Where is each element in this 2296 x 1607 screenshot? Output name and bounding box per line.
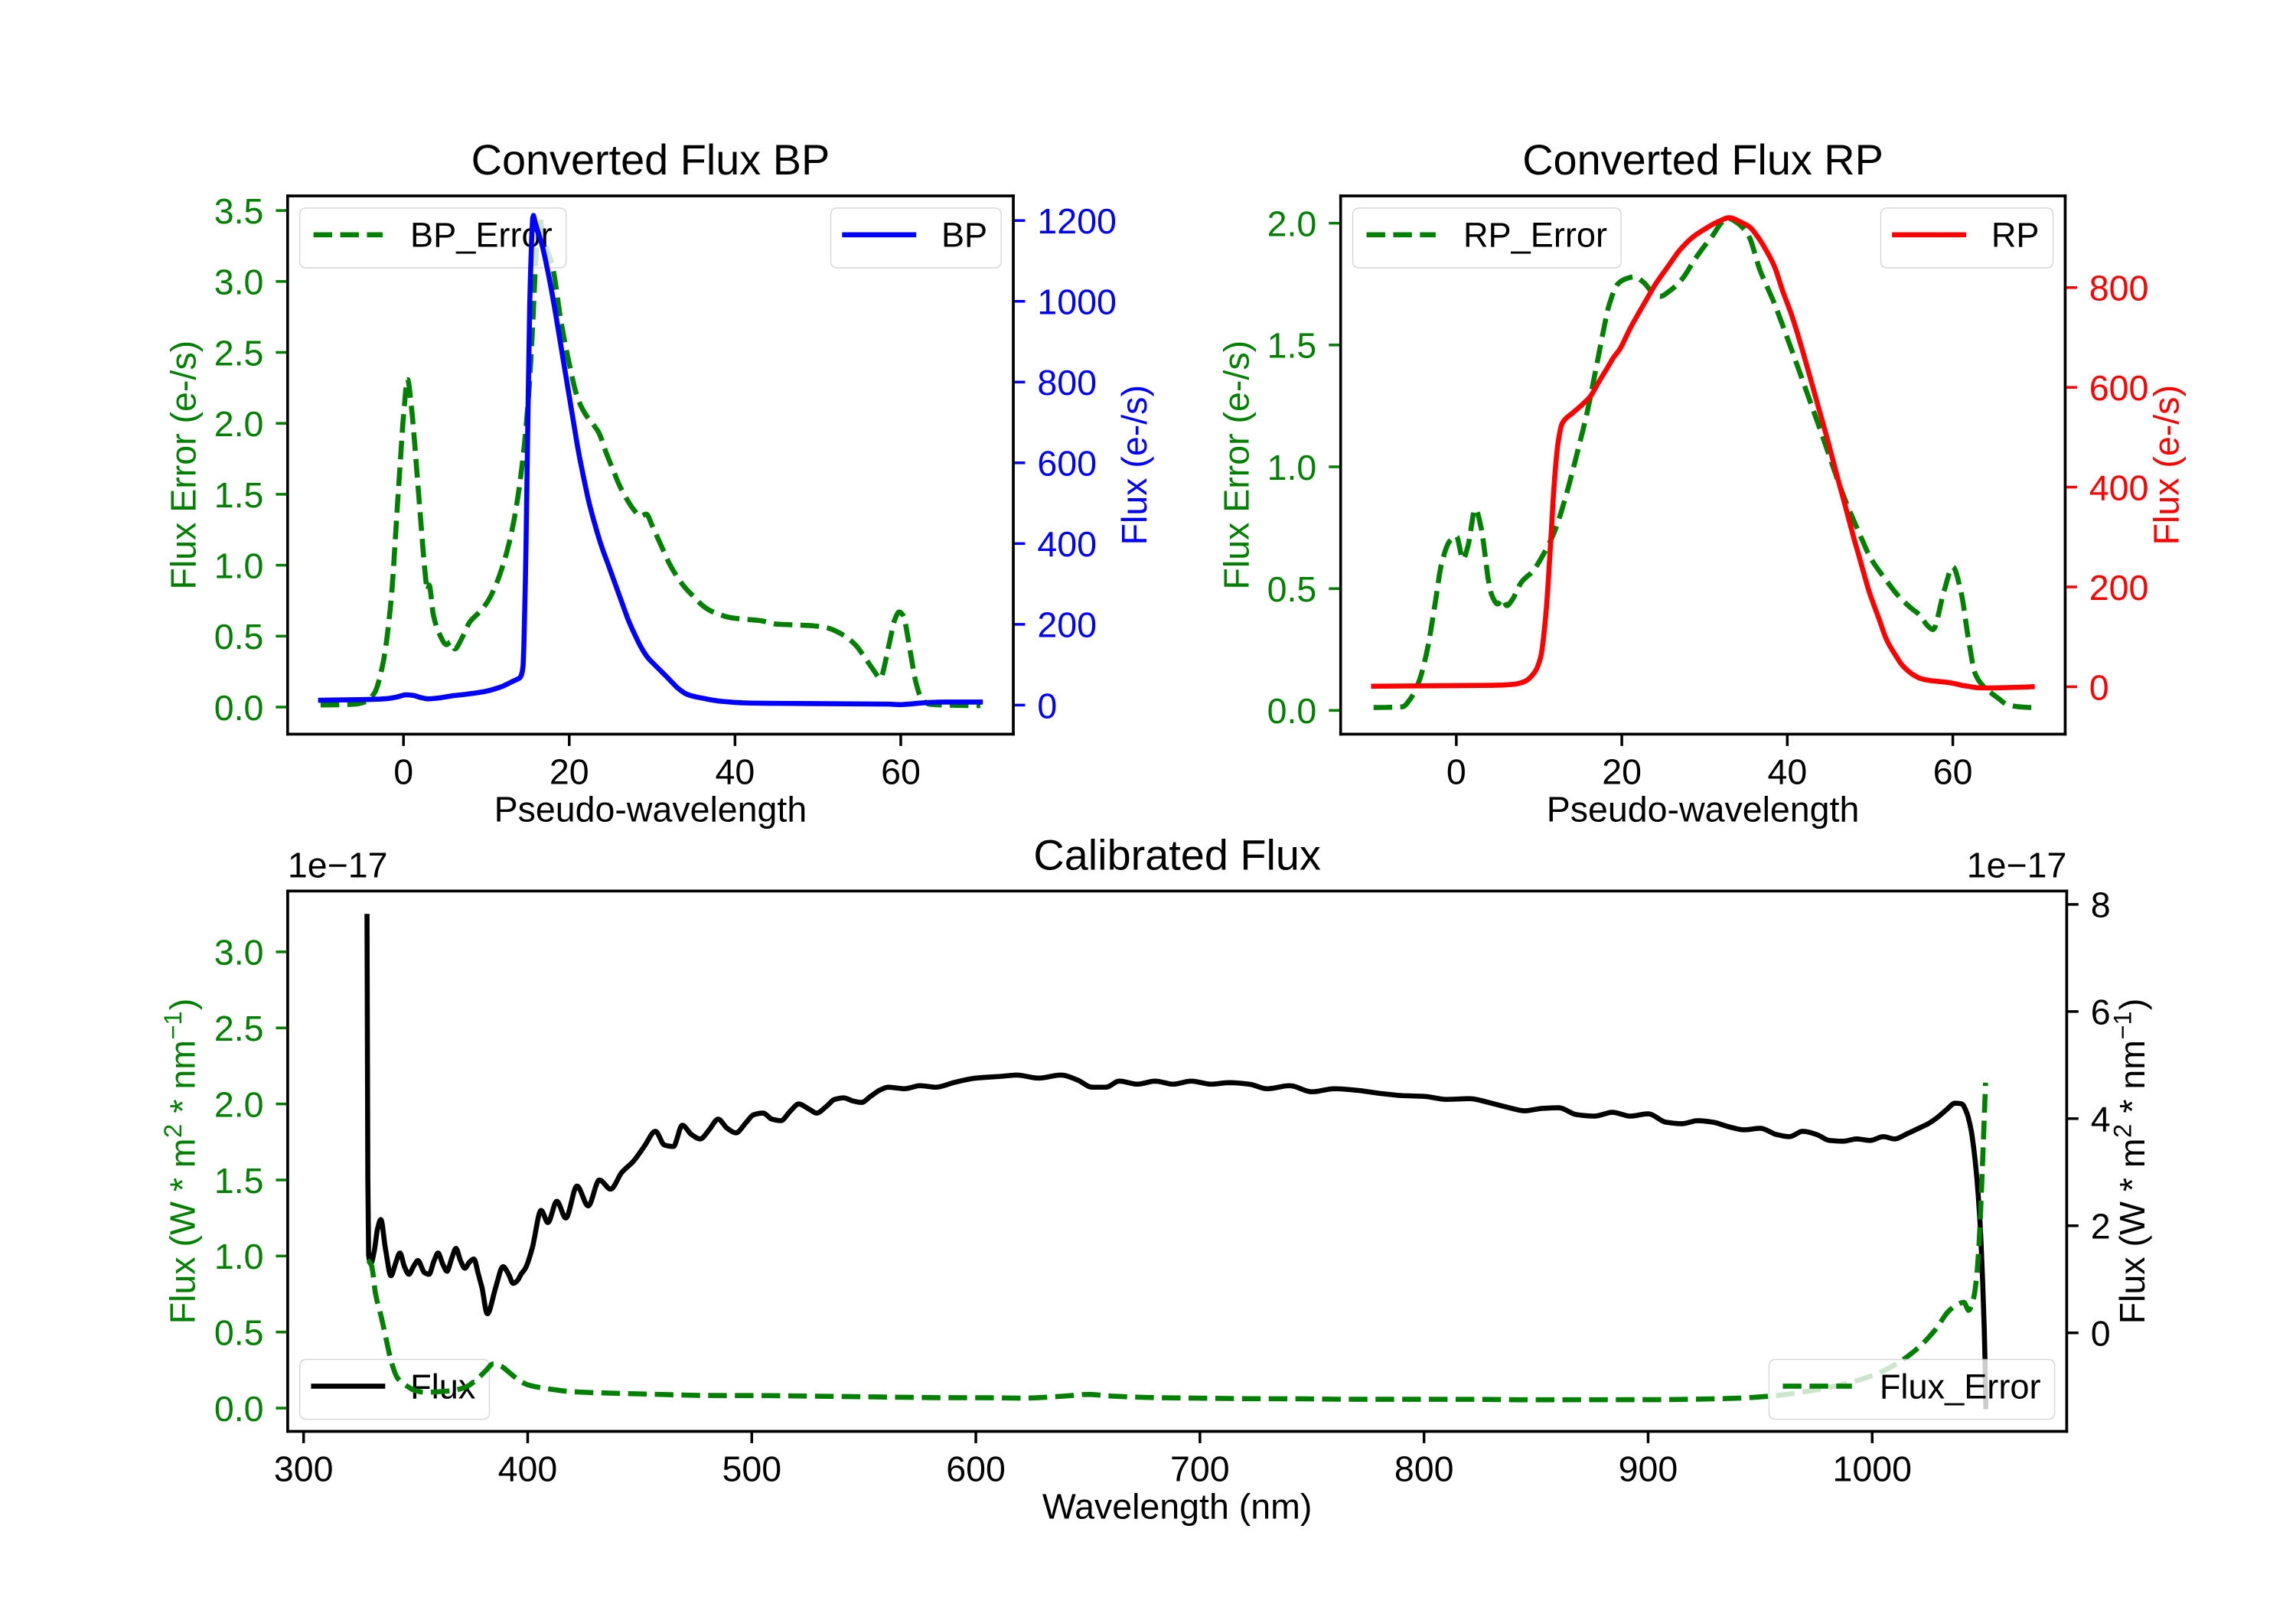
svg-text:40: 40 bbox=[715, 752, 755, 792]
svg-text:1.5: 1.5 bbox=[214, 1161, 264, 1201]
svg-text:1.0: 1.0 bbox=[214, 546, 264, 585]
svg-text:2.0: 2.0 bbox=[1267, 204, 1317, 244]
svg-text:2.0: 2.0 bbox=[214, 1084, 264, 1124]
svg-text:F l u x: F l u x ( W * m * n m ) 2 − 1 bbox=[159, 994, 202, 1324]
svg-text:20: 20 bbox=[550, 752, 589, 792]
svg-text:3.5: 3.5 bbox=[214, 191, 264, 231]
svg-text:Converted Flux RP: Converted Flux RP bbox=[1522, 135, 1883, 184]
svg-text:1e−17: 1e−17 bbox=[288, 845, 388, 885]
svg-text:0: 0 bbox=[393, 752, 413, 792]
svg-text:400: 400 bbox=[498, 1449, 558, 1489]
svg-text:0: 0 bbox=[1037, 686, 1057, 725]
svg-text:Flux Error (e-/s): Flux Error (e-/s) bbox=[1216, 341, 1256, 590]
svg-text:8: 8 bbox=[2091, 885, 2111, 925]
svg-text:Converted Flux BP: Converted Flux BP bbox=[471, 135, 830, 184]
svg-text:800: 800 bbox=[2089, 269, 2149, 308]
svg-text:RP_Error: RP_Error bbox=[1463, 216, 1607, 255]
svg-text:400: 400 bbox=[2089, 468, 2149, 507]
svg-text:900: 900 bbox=[1619, 1449, 1678, 1489]
svg-text:1000: 1000 bbox=[1833, 1449, 1912, 1489]
svg-text:Flux_Error: Flux_Error bbox=[1880, 1367, 2041, 1406]
svg-text:0.0: 0.0 bbox=[214, 688, 264, 728]
svg-text:F l u x: F l u x ( W * m * n m ) 2 − 1 bbox=[2109, 994, 2152, 1324]
svg-text:0: 0 bbox=[2089, 667, 2109, 707]
svg-text:4: 4 bbox=[2091, 1100, 2111, 1139]
svg-text:2.0: 2.0 bbox=[214, 404, 264, 444]
svg-text:0: 0 bbox=[2091, 1314, 2111, 1354]
svg-text:40: 40 bbox=[1767, 752, 1807, 792]
svg-text:0.0: 0.0 bbox=[1267, 691, 1317, 731]
svg-text:Flux Error (e-/s): Flux Error (e-/s) bbox=[164, 341, 204, 590]
svg-text:Pseudo-wavelength: Pseudo-wavelength bbox=[1547, 789, 1860, 829]
svg-text:RP: RP bbox=[1991, 216, 2040, 255]
svg-text:500: 500 bbox=[722, 1449, 781, 1489]
svg-text:6: 6 bbox=[2091, 993, 2111, 1032]
svg-text:600: 600 bbox=[946, 1449, 1006, 1489]
svg-text:2: 2 bbox=[2091, 1207, 2111, 1247]
svg-text:Pseudo-wavelength: Pseudo-wavelength bbox=[494, 789, 807, 829]
svg-text:1.0: 1.0 bbox=[1267, 448, 1317, 487]
svg-text:400: 400 bbox=[1037, 524, 1097, 564]
svg-text:0.5: 0.5 bbox=[214, 617, 264, 657]
svg-text:1.5: 1.5 bbox=[214, 475, 264, 515]
svg-text:Flux (e-/s): Flux (e-/s) bbox=[1114, 385, 1154, 545]
svg-text:600: 600 bbox=[1037, 444, 1097, 484]
svg-text:60: 60 bbox=[1933, 752, 1973, 792]
svg-text:1000: 1000 bbox=[1037, 282, 1116, 322]
svg-text:0: 0 bbox=[1446, 752, 1466, 792]
svg-text:20: 20 bbox=[1602, 752, 1642, 792]
svg-text:1.0: 1.0 bbox=[214, 1237, 264, 1276]
svg-text:300: 300 bbox=[274, 1449, 334, 1489]
svg-text:600: 600 bbox=[2089, 368, 2149, 408]
svg-text:0.0: 0.0 bbox=[214, 1389, 264, 1429]
svg-text:60: 60 bbox=[881, 752, 921, 792]
svg-text:200: 200 bbox=[1037, 605, 1097, 645]
svg-text:3.0: 3.0 bbox=[214, 933, 264, 973]
svg-text:1e−17: 1e−17 bbox=[1967, 845, 2067, 885]
svg-text:Flux (e-/s): Flux (e-/s) bbox=[2147, 385, 2187, 545]
svg-text:2.5: 2.5 bbox=[214, 333, 264, 373]
svg-text:3.0: 3.0 bbox=[214, 262, 264, 302]
svg-text:200: 200 bbox=[2089, 568, 2149, 608]
svg-text:Calibrated Flux: Calibrated Flux bbox=[1033, 831, 1321, 879]
svg-text:BP_Error: BP_Error bbox=[410, 216, 553, 255]
svg-text:Wavelength (nm): Wavelength (nm) bbox=[1042, 1487, 1312, 1527]
svg-text:2.5: 2.5 bbox=[214, 1009, 264, 1048]
svg-text:1.5: 1.5 bbox=[1267, 326, 1317, 366]
svg-text:BP: BP bbox=[941, 216, 987, 255]
svg-text:800: 800 bbox=[1394, 1449, 1454, 1489]
svg-text:0.5: 0.5 bbox=[214, 1313, 264, 1353]
svg-text:800: 800 bbox=[1037, 363, 1097, 403]
svg-text:1200: 1200 bbox=[1037, 201, 1116, 241]
svg-text:0.5: 0.5 bbox=[1267, 569, 1317, 609]
svg-text:700: 700 bbox=[1170, 1449, 1230, 1489]
